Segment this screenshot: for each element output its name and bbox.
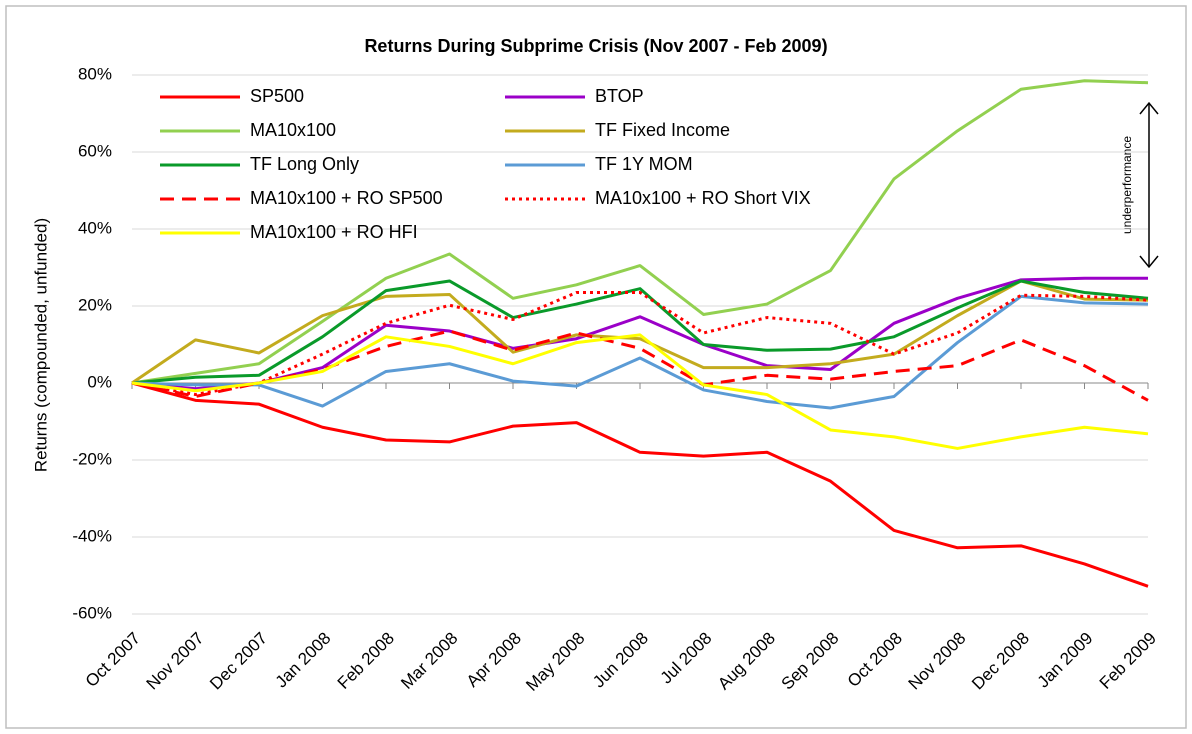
legend-label: SP500 bbox=[250, 86, 304, 106]
legend-label: MA10x100 bbox=[250, 120, 336, 140]
y-tick-label: -20% bbox=[72, 449, 112, 468]
annotation-arrow bbox=[1139, 101, 1159, 269]
series-line bbox=[131, 333, 1149, 450]
legend-label: TF Fixed Income bbox=[595, 120, 730, 140]
legend-label: MA10x100 + RO Short VIX bbox=[595, 188, 811, 208]
y-tick-label: 80% bbox=[78, 64, 112, 83]
chart-title: Returns During Subprime Crisis (Nov 2007… bbox=[364, 36, 827, 56]
series-line bbox=[131, 294, 1149, 410]
legend-label: TF 1Y MOM bbox=[595, 154, 693, 174]
series-line bbox=[131, 381, 1149, 588]
y-tick-label: 20% bbox=[78, 295, 112, 314]
y-tick-label: 40% bbox=[78, 218, 112, 237]
y-tick-label: 60% bbox=[78, 141, 112, 160]
series-line bbox=[131, 79, 1149, 385]
y-tick-label: -60% bbox=[72, 603, 112, 622]
y-axis-label: Returns (compounded, unfunded) bbox=[31, 218, 50, 472]
series-line bbox=[131, 279, 1149, 385]
y-tick-label: -40% bbox=[72, 526, 112, 545]
series-line bbox=[131, 276, 1148, 391]
series-line bbox=[131, 279, 1149, 385]
series-line bbox=[131, 291, 1149, 397]
legend-label: TF Long Only bbox=[250, 154, 359, 174]
legend-label: MA10x100 + RO HFI bbox=[250, 222, 418, 242]
legend-label: BTOP bbox=[595, 86, 644, 106]
y-tick-label: 0% bbox=[87, 372, 112, 391]
legend-label: MA10x100 + RO SP500 bbox=[250, 188, 443, 208]
annotation: underperformance bbox=[1120, 136, 1134, 234]
chart-border bbox=[5, 5, 1187, 729]
